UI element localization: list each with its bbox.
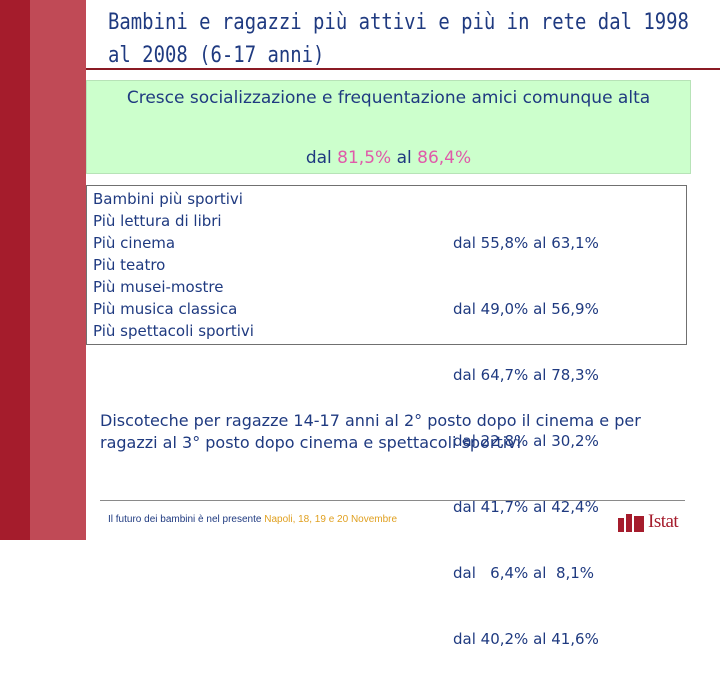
sidebar-panel xyxy=(30,0,86,540)
activity-label: Bambini più sportivi xyxy=(93,190,243,208)
activity-label: Più spettacoli sportivi xyxy=(93,322,254,340)
activity-range: dal 6,4% al 8,1% xyxy=(453,564,595,582)
activity-range: dal 40,2% al 41,6% xyxy=(453,630,599,648)
istat-logo-icon xyxy=(618,514,644,532)
activity-range: dal 41,7% al 42,4% xyxy=(453,498,599,516)
activity-label: Più cinema xyxy=(93,234,176,252)
footer-date: Napoli, 18, 19 e 20 Novembre xyxy=(264,514,398,525)
activity-range: dal 49,0% al 56,9% xyxy=(453,300,599,318)
activity-range: dal 22,8% al 30,2% xyxy=(453,432,599,450)
title-divider xyxy=(86,68,720,70)
conclusion-text: Discoteche per ragazze 14-17 anni al 2° … xyxy=(100,411,641,452)
range-from: 81,5% xyxy=(337,148,392,168)
istat-logo-text: Istat xyxy=(648,511,679,532)
footer-divider xyxy=(100,500,685,501)
footer-text: Il futuro dei bambini è nel presente xyxy=(108,514,262,525)
activity-label: Più teatro xyxy=(93,256,166,274)
activity-label: Più musica classica xyxy=(93,300,238,318)
footer: Il futuro dei bambini è nel presente Nap… xyxy=(108,514,397,525)
activity-range: dal 64,7% al 78,3% xyxy=(453,366,599,384)
activity-label-list: Bambini più sportivi Più lettura di libr… xyxy=(93,188,433,342)
highlight-range: dal 81,5% al 86,4% xyxy=(87,147,690,169)
highlight-headline: Cresce socializzazione e frequentazione … xyxy=(126,88,651,108)
activity-label: Più musei-mostre xyxy=(93,278,224,296)
range-mid: al xyxy=(396,148,412,168)
range-prefix: dal xyxy=(305,148,332,168)
highlight-box: Cresce socializzazione e frequentazione … xyxy=(86,80,691,174)
range-to: 86,4% xyxy=(417,148,472,168)
slide-title: Bambini e ragazzi più attivi e più in re… xyxy=(108,10,689,68)
activities-box: Bambini più sportivi Più lettura di libr… xyxy=(86,185,687,648)
sidebar-decoration xyxy=(0,0,86,540)
activity-range: dal 55,8% al 63,1% xyxy=(453,234,599,252)
istat-logo: Istat xyxy=(618,510,688,534)
activity-label: Più lettura di libri xyxy=(93,212,222,230)
